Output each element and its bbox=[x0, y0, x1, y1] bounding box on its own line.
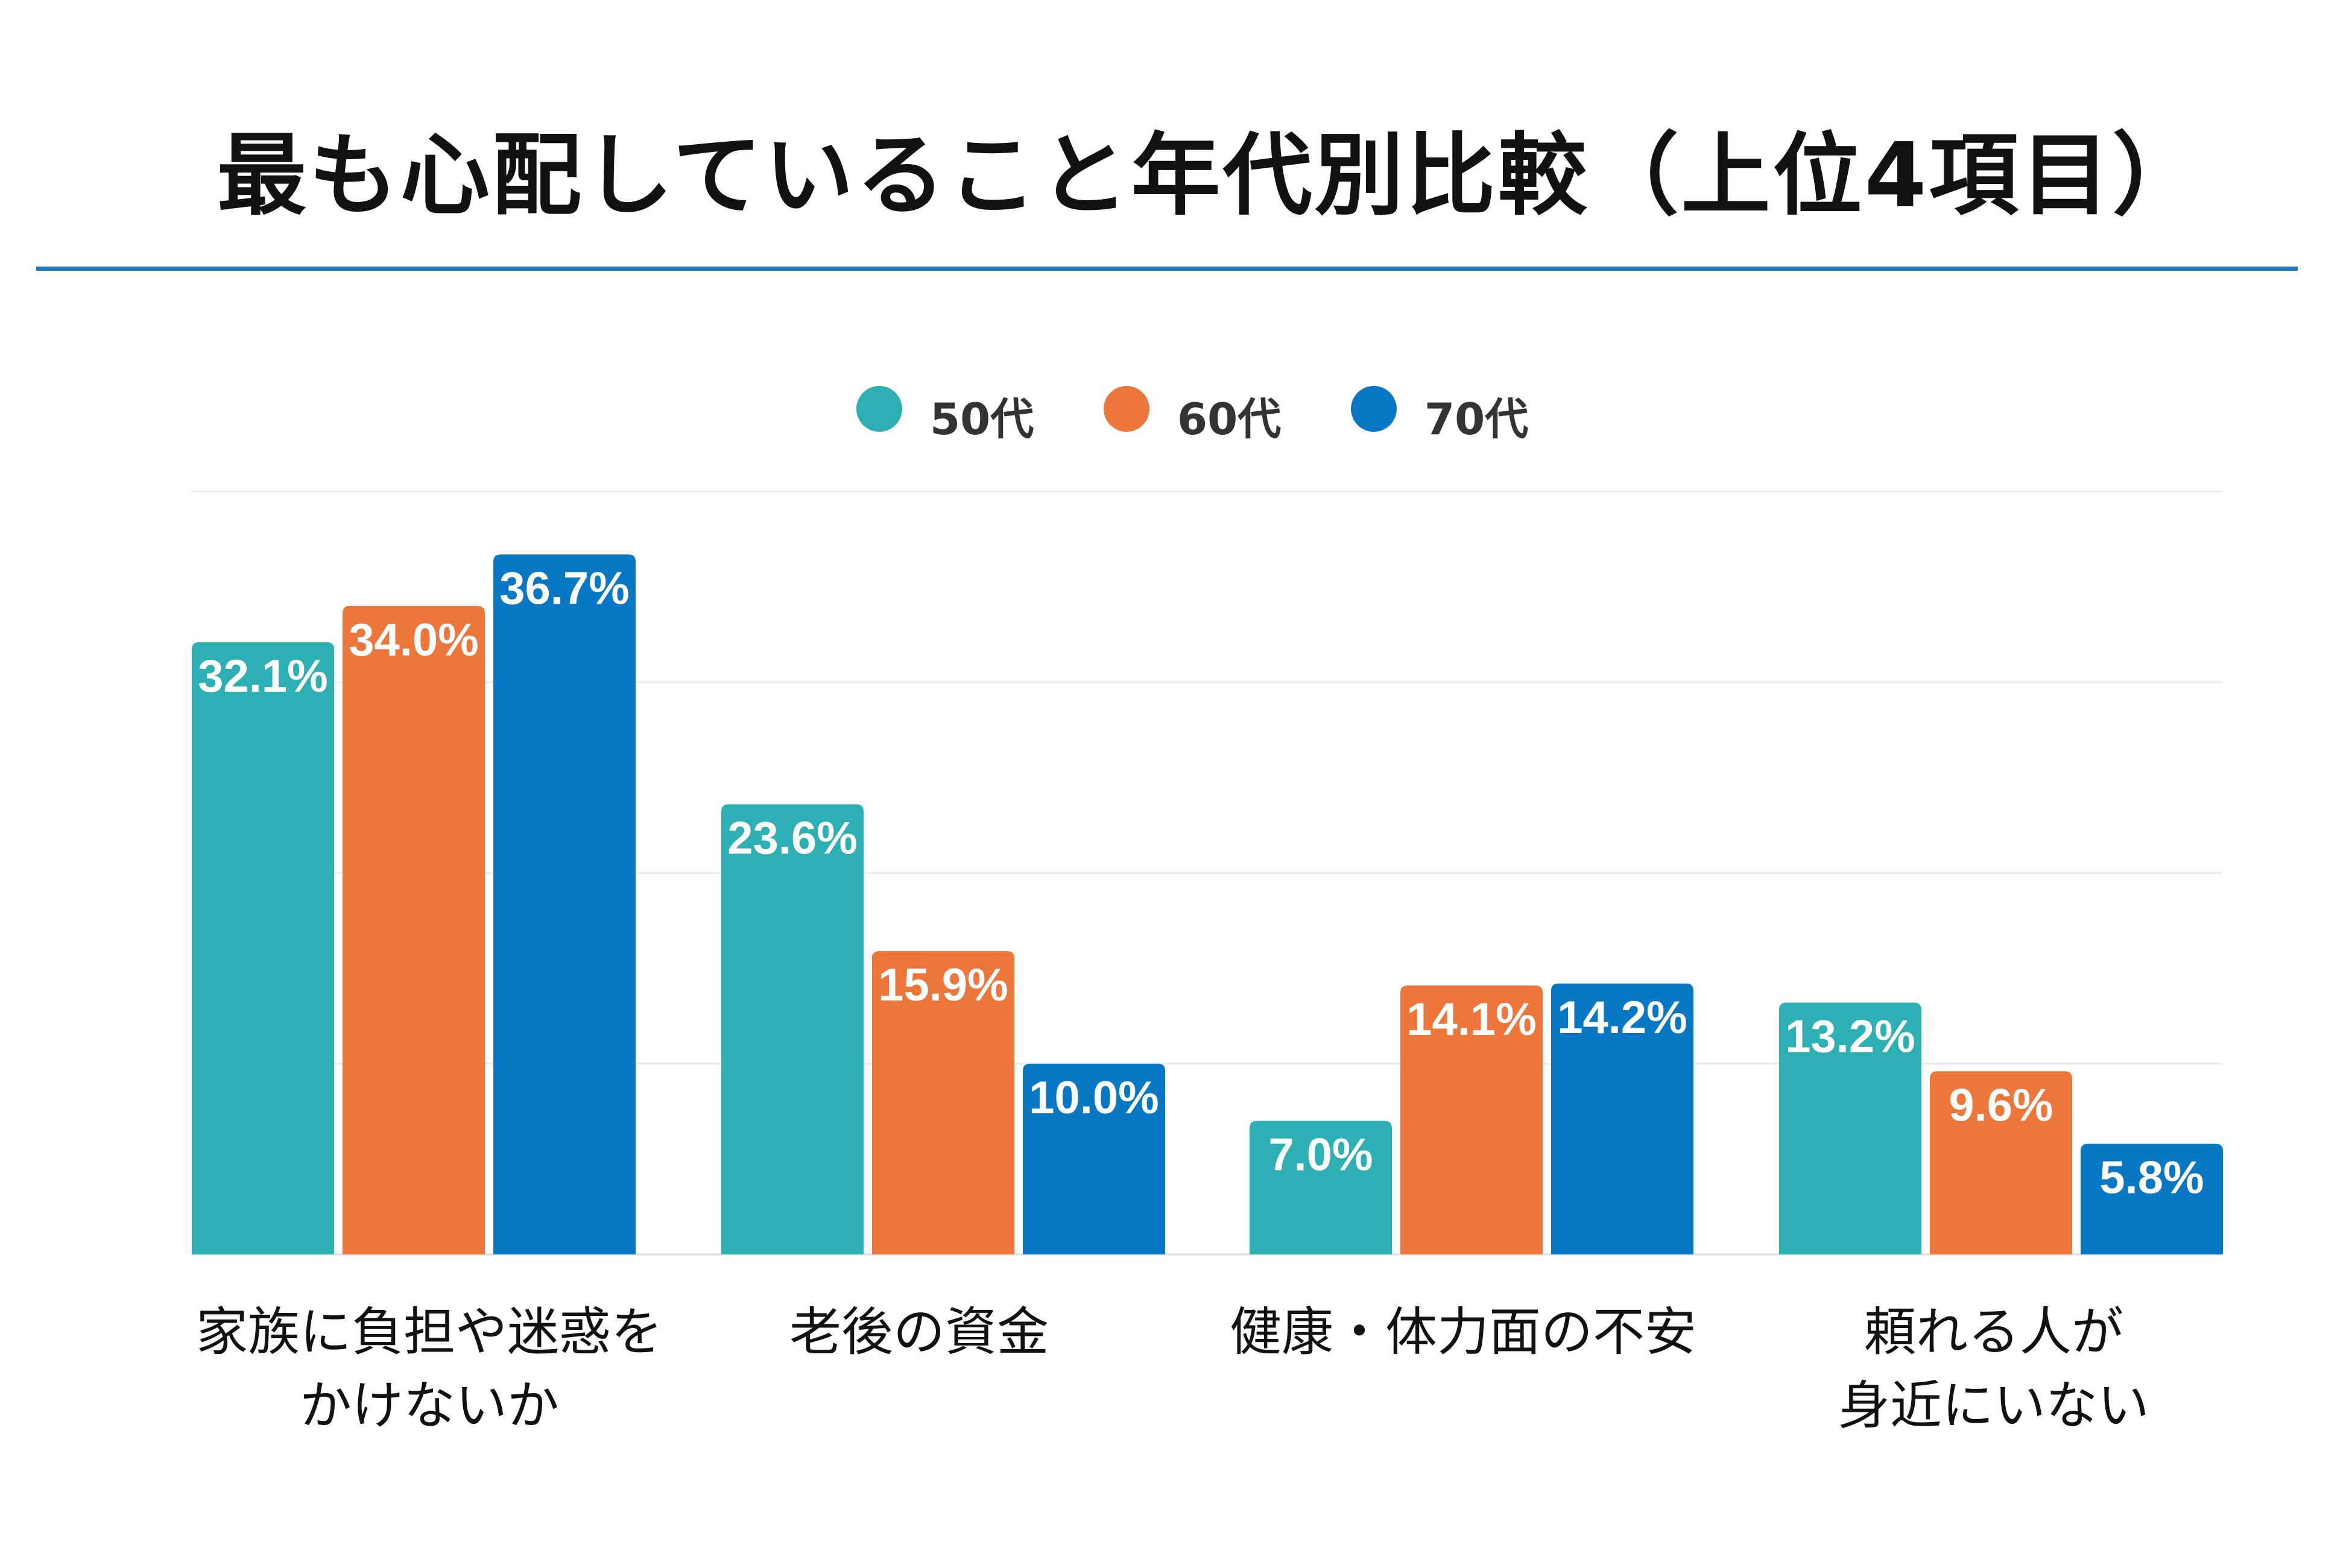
legend-swatch-50s bbox=[856, 386, 902, 432]
bar-50s-cat0 bbox=[192, 642, 334, 1254]
bar-60s-cat3 bbox=[1930, 1071, 2072, 1254]
legend-label-50s: 50代 bbox=[930, 394, 1034, 444]
category-label-line: 頼れる人が bbox=[1864, 1302, 2123, 1362]
bar-50s-cat3 bbox=[1779, 1002, 1921, 1254]
bar-60s-cat1 bbox=[872, 951, 1014, 1254]
category-label-line: 身近にいない bbox=[1838, 1376, 2149, 1436]
legend-swatch-70s bbox=[1351, 386, 1397, 432]
category-label-line: 老後の資金 bbox=[789, 1302, 1049, 1362]
data-label-60s-cat0: 34.0% bbox=[349, 615, 479, 666]
data-label-60s-cat3: 9.6% bbox=[1949, 1080, 2053, 1131]
chart-title: 最も心配していること年代別比較（上位4項目） bbox=[217, 124, 2204, 227]
bar-70s-cat0 bbox=[493, 554, 636, 1254]
data-label-50s-cat0: 32.1% bbox=[198, 651, 328, 702]
bar-50s-cat2 bbox=[1250, 1121, 1392, 1254]
bar-60s-cat2 bbox=[1400, 985, 1543, 1254]
data-label-70s-cat3: 5.8% bbox=[2099, 1152, 2204, 1204]
bar-70s-cat1 bbox=[1023, 1063, 1165, 1254]
category-label-line: 家族に負担や迷惑を bbox=[196, 1302, 663, 1362]
data-label-60s-cat2: 14.1% bbox=[1406, 994, 1537, 1045]
category-label-no-one-to-rely-on: 頼れる人が 身近にいない bbox=[1722, 1295, 2265, 1443]
bar-70s-cat2 bbox=[1551, 983, 1693, 1254]
category-label-line: 健康・体力面の不安 bbox=[1230, 1302, 1696, 1362]
data-label-60s-cat1: 15.9% bbox=[878, 959, 1008, 1011]
legend-swatch-60s bbox=[1104, 386, 1149, 432]
bar-50s-cat1 bbox=[721, 804, 864, 1254]
data-label-50s-cat3: 13.2% bbox=[1785, 1011, 1915, 1063]
legend-label-70s: 70代 bbox=[1424, 394, 1529, 444]
bar-70s-cat3 bbox=[2081, 1143, 2223, 1254]
data-label-50s-cat2: 7.0% bbox=[1268, 1130, 1373, 1181]
bar-60s-cat0 bbox=[343, 605, 485, 1254]
category-label-family-burden: 家族に負担や迷惑を かけないか bbox=[158, 1295, 701, 1443]
category-label-retirement-funds: 老後の資金 bbox=[648, 1295, 1190, 1369]
data-label-70s-cat0: 36.7% bbox=[499, 563, 630, 614]
data-label-70s-cat2: 14.2% bbox=[1557, 992, 1687, 1043]
title-divider bbox=[36, 267, 2298, 271]
legend-label-60s: 60代 bbox=[1177, 394, 1282, 444]
data-label-50s-cat1: 23.6% bbox=[727, 813, 858, 864]
category-label-line: かけないか bbox=[300, 1376, 559, 1436]
data-label-70s-cat1: 10.0% bbox=[1029, 1072, 1159, 1124]
category-label-health-anxiety: 健康・体力面の不安 bbox=[1192, 1295, 1734, 1369]
